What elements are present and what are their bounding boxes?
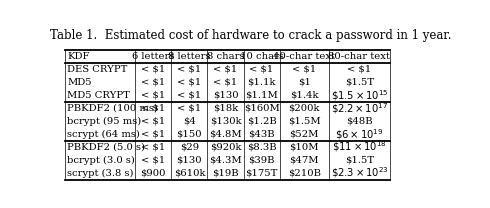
Text: < $1: < $1	[177, 65, 201, 74]
Text: 6 letters: 6 letters	[132, 52, 174, 61]
Text: DES CRYPT: DES CRYPT	[67, 65, 128, 74]
Text: < $1: < $1	[141, 91, 166, 100]
Text: MD5: MD5	[67, 78, 92, 87]
Text: $43B: $43B	[248, 130, 275, 139]
Text: < $1: < $1	[141, 78, 166, 87]
Text: MD5 CRYPT: MD5 CRYPT	[67, 91, 130, 100]
Text: $\$2.2 \times 10^{17}$: $\$2.2 \times 10^{17}$	[331, 101, 388, 116]
Text: < $1: < $1	[292, 65, 317, 74]
Text: 8 letters: 8 letters	[168, 52, 211, 61]
Text: < $1: < $1	[177, 104, 201, 113]
Text: $4: $4	[183, 117, 196, 126]
Text: $610k: $610k	[173, 168, 205, 177]
Text: $130k: $130k	[210, 117, 241, 126]
Text: PBKDF2 (5.0 s): PBKDF2 (5.0 s)	[67, 142, 146, 152]
Text: $8.3B: $8.3B	[247, 142, 276, 152]
Text: $920k: $920k	[210, 142, 241, 152]
Text: $160M: $160M	[244, 104, 279, 113]
Text: < $1: < $1	[141, 156, 166, 165]
Text: $19B: $19B	[212, 168, 239, 177]
Text: $1.5M: $1.5M	[288, 117, 320, 126]
Text: $200k: $200k	[289, 104, 320, 113]
Text: Table 1.  Estimated cost of hardware to crack a password in 1 year.: Table 1. Estimated cost of hardware to c…	[50, 29, 452, 42]
Text: $130: $130	[213, 91, 238, 100]
Text: < $1: < $1	[141, 130, 166, 139]
Text: $900: $900	[141, 168, 166, 177]
Text: < $1: < $1	[213, 78, 238, 87]
Text: $29: $29	[180, 142, 199, 152]
Text: PBKDF2 (100 ms): PBKDF2 (100 ms)	[67, 104, 158, 113]
Text: < $1: < $1	[347, 65, 371, 74]
Text: < $1: < $1	[249, 65, 274, 74]
Text: 10 chars: 10 chars	[240, 52, 284, 61]
Text: $48B: $48B	[346, 117, 373, 126]
Text: < $1: < $1	[141, 117, 166, 126]
Text: < $1: < $1	[141, 65, 166, 74]
Text: $130: $130	[176, 156, 202, 165]
Text: $4.3M: $4.3M	[209, 156, 242, 165]
Text: bcrypt (95 ms): bcrypt (95 ms)	[67, 116, 142, 126]
Text: $\$11 \times 10^{18}$: $\$11 \times 10^{18}$	[332, 140, 387, 155]
Text: 40-char text: 40-char text	[273, 52, 335, 61]
Text: $1.5T: $1.5T	[345, 78, 374, 87]
Text: 80-char text: 80-char text	[328, 52, 391, 61]
Text: $18k: $18k	[213, 104, 238, 113]
Text: $1.5T: $1.5T	[345, 156, 374, 165]
Text: < $1: < $1	[177, 78, 201, 87]
Text: scrypt (3.8 s): scrypt (3.8 s)	[67, 168, 134, 178]
Text: $1.2B: $1.2B	[246, 117, 276, 126]
Text: $210B: $210B	[288, 168, 321, 177]
Text: $175T: $175T	[245, 168, 278, 177]
Text: $52M: $52M	[290, 130, 319, 139]
Text: $1: $1	[298, 78, 311, 87]
Text: $39B: $39B	[248, 156, 275, 165]
Text: $1.1M: $1.1M	[245, 91, 278, 100]
Text: 8 chars: 8 chars	[207, 52, 244, 61]
Text: $1.1k: $1.1k	[247, 78, 276, 87]
Text: $\$1.5 \times 10^{15}$: $\$1.5 \times 10^{15}$	[331, 88, 388, 103]
Text: scrypt (64 ms): scrypt (64 ms)	[67, 130, 140, 139]
Text: $\$2.3 \times 10^{23}$: $\$2.3 \times 10^{23}$	[331, 166, 388, 180]
Text: $10M: $10M	[290, 142, 319, 152]
Text: $150: $150	[176, 130, 202, 139]
Text: $47M: $47M	[290, 156, 319, 165]
Text: bcrypt (3.0 s): bcrypt (3.0 s)	[67, 156, 135, 165]
Text: < $1: < $1	[141, 142, 166, 152]
Text: < $1: < $1	[141, 104, 166, 113]
Text: KDF: KDF	[67, 52, 90, 61]
Text: $1.4k: $1.4k	[290, 91, 318, 100]
Text: < $1: < $1	[213, 65, 238, 74]
Text: $4.8M: $4.8M	[209, 130, 242, 139]
Text: < $1: < $1	[177, 91, 201, 100]
Text: $\$6 \times 10^{19}$: $\$6 \times 10^{19}$	[335, 127, 384, 141]
